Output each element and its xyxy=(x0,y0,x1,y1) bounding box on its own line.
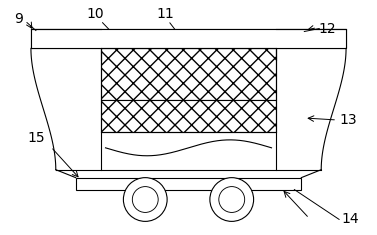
Text: 13: 13 xyxy=(339,113,357,127)
Text: 12: 12 xyxy=(318,22,336,35)
Bar xyxy=(101,48,276,170)
Text: 15: 15 xyxy=(27,131,45,145)
Bar xyxy=(101,100,276,132)
Circle shape xyxy=(123,178,167,221)
Text: 9: 9 xyxy=(15,12,23,26)
Text: 10: 10 xyxy=(87,7,104,21)
Bar xyxy=(31,28,346,48)
Circle shape xyxy=(219,187,245,212)
Circle shape xyxy=(210,178,254,221)
Bar xyxy=(101,48,276,100)
FancyBboxPatch shape xyxy=(31,28,346,48)
Bar xyxy=(76,178,301,190)
Text: 11: 11 xyxy=(156,7,174,21)
Text: 14: 14 xyxy=(341,212,359,226)
Circle shape xyxy=(132,187,158,212)
